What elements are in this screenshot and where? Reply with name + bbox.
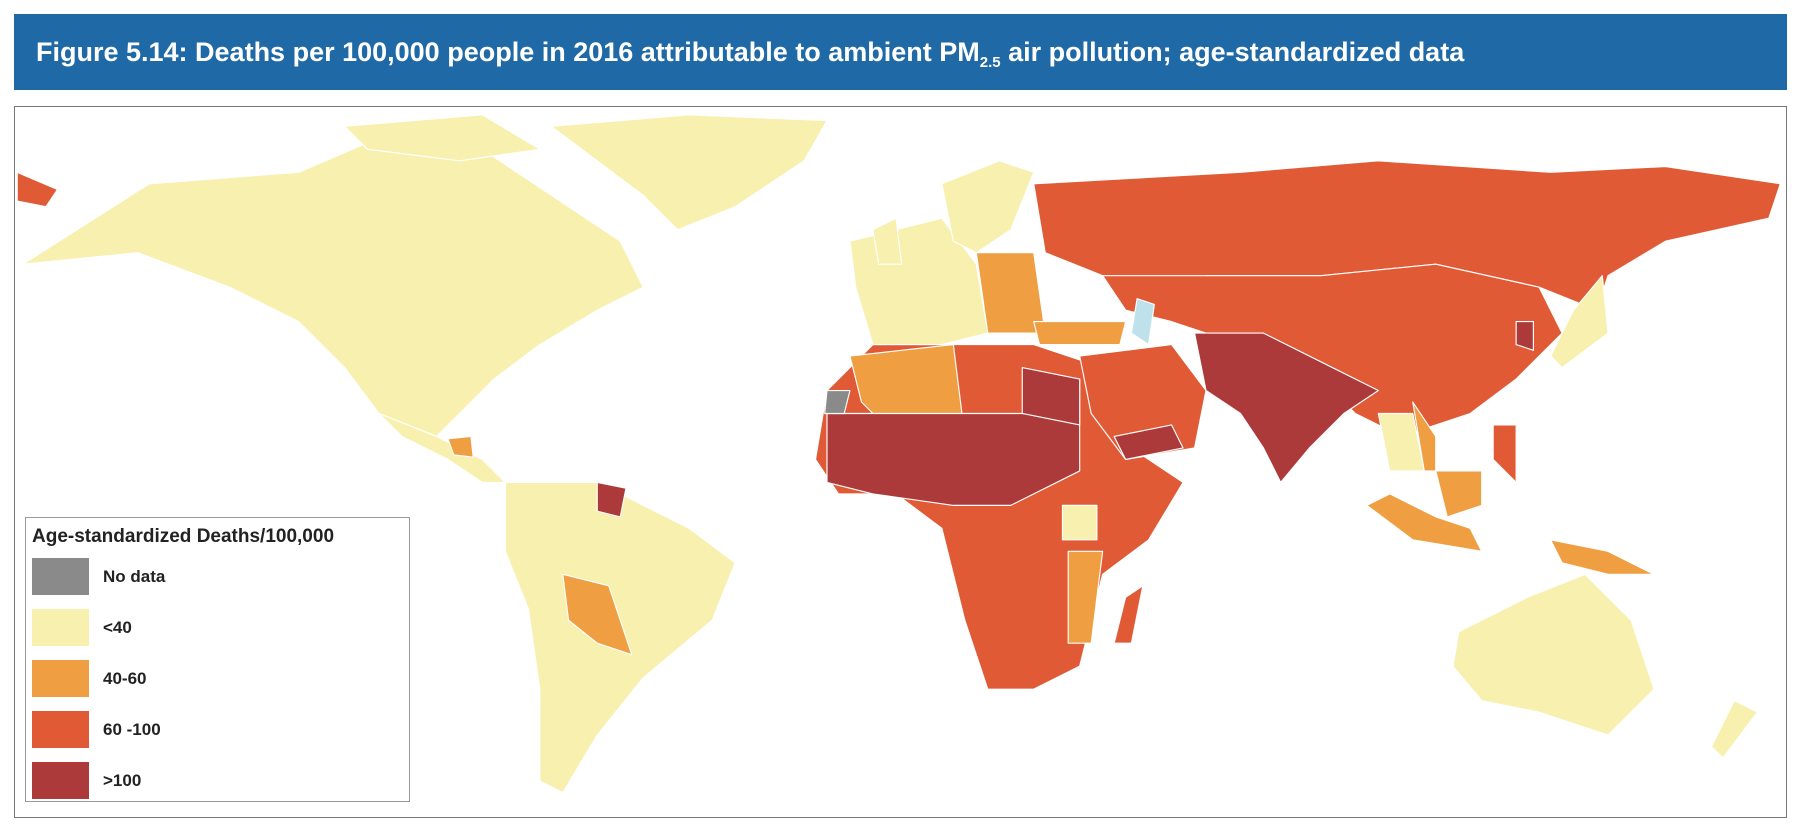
turkey (1033, 321, 1127, 346)
yemen (1113, 424, 1184, 461)
title-end: air pollution; age-standardized data (1000, 37, 1465, 67)
legend-swatch (32, 558, 89, 595)
legend-label: <40 (103, 617, 132, 637)
legend-item: 60 -100 (32, 711, 161, 748)
legend-label: >100 (103, 770, 142, 790)
borneo (1435, 470, 1483, 518)
legend-swatch (32, 660, 89, 697)
legend-label: 40-60 (103, 668, 147, 688)
kenya (1061, 504, 1098, 541)
guatemala (447, 435, 474, 458)
central-america (378, 412, 506, 483)
title: Figure 5.14: Deaths per 100,000 people i… (36, 37, 980, 67)
scandinavia (941, 160, 1035, 254)
new-zealand (1710, 700, 1758, 759)
madagascar (1113, 585, 1144, 644)
legend-swatch (32, 711, 89, 748)
countries (16, 114, 1781, 794)
korea (1515, 321, 1534, 351)
philippines (1492, 424, 1517, 483)
arctic-islands (344, 114, 541, 162)
papua (1550, 539, 1655, 575)
greenland (550, 114, 828, 231)
map-frame (14, 106, 1787, 818)
caspian-sea (1130, 298, 1155, 346)
western-sahara (824, 389, 851, 415)
legend-swatch (32, 762, 89, 799)
japan (1550, 275, 1609, 369)
legend-item: No data (32, 558, 165, 595)
header: Figure 5.14: Deaths per 100,000 people i… (14, 14, 1787, 90)
alaska-tip (16, 171, 59, 208)
australia (1452, 573, 1655, 736)
legend-item: <40 (32, 609, 132, 646)
guyana (596, 481, 627, 518)
legend: Age-standardized Deaths/100,000 No data <… (25, 517, 410, 802)
bolivia-paraguay (562, 573, 633, 656)
legend-label: No data (103, 566, 166, 586)
legend-title: Age-standardized Deaths/100,000 (32, 526, 335, 547)
china-central-asia (1102, 263, 1563, 438)
legend-label: 60 -100 (103, 719, 161, 739)
legend-item: >100 (32, 762, 141, 799)
egypt-sudan (1021, 366, 1081, 426)
indonesia (1366, 493, 1483, 552)
mozambique (1067, 550, 1104, 644)
legend-item: 40-60 (32, 660, 146, 697)
uk (872, 217, 903, 265)
legend-swatch (32, 609, 89, 646)
title-subscript: 2.5 (979, 54, 1001, 71)
south-asia (1193, 332, 1379, 483)
